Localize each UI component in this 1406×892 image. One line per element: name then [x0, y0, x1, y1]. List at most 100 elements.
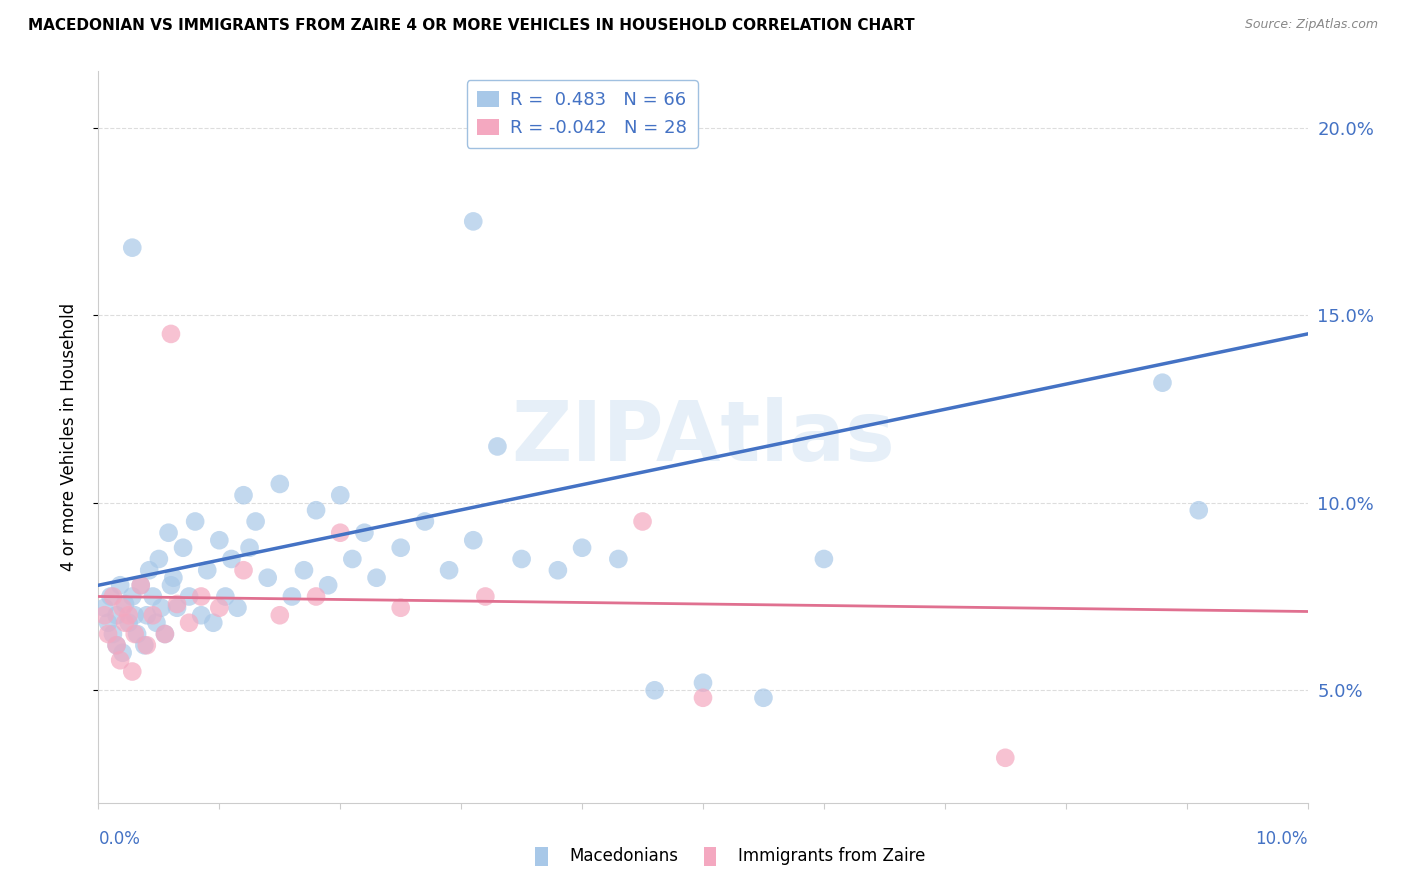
Point	[190, 590, 212, 604]
Point	[342, 552, 364, 566]
Point	[631, 515, 654, 529]
Point	[256, 571, 278, 585]
Point	[100, 590, 122, 604]
Point	[226, 600, 249, 615]
Point	[105, 638, 128, 652]
Point	[269, 608, 291, 623]
Point	[93, 608, 115, 623]
Point	[114, 597, 136, 611]
Point	[142, 590, 165, 604]
Point	[105, 608, 128, 623]
Point	[160, 578, 183, 592]
Point	[105, 638, 128, 652]
Point	[145, 615, 167, 630]
Point	[208, 600, 231, 615]
Point	[474, 590, 496, 604]
Point	[607, 552, 630, 566]
Point	[101, 627, 124, 641]
Point	[97, 615, 120, 630]
Text: Macedonians: Macedonians	[569, 847, 679, 865]
Point	[121, 241, 143, 255]
Point	[316, 578, 339, 592]
Point	[245, 515, 267, 529]
Point	[437, 563, 460, 577]
Point	[1188, 503, 1211, 517]
Point	[114, 615, 136, 630]
Point	[124, 627, 146, 641]
Point	[214, 590, 236, 604]
Point	[510, 552, 533, 566]
Point	[305, 590, 328, 604]
Point	[179, 615, 201, 630]
Point	[153, 627, 176, 641]
Text: MACEDONIAN VS IMMIGRANTS FROM ZAIRE 4 OR MORE VEHICLES IN HOUSEHOLD CORRELATION : MACEDONIAN VS IMMIGRANTS FROM ZAIRE 4 OR…	[28, 18, 915, 33]
Point	[221, 552, 243, 566]
Text: ZIPAtlas: ZIPAtlas	[510, 397, 896, 477]
Point	[129, 578, 152, 592]
Point	[172, 541, 194, 555]
Point	[97, 627, 120, 641]
Point	[93, 600, 115, 615]
Point	[281, 590, 304, 604]
Point	[162, 571, 184, 585]
Point	[129, 578, 152, 592]
Point	[353, 525, 375, 540]
Point	[232, 563, 254, 577]
Point	[208, 533, 231, 548]
Point	[184, 515, 207, 529]
Point	[547, 563, 569, 577]
Point	[135, 638, 157, 652]
Legend: R =  0.483   N = 66, R = -0.042   N = 28: R = 0.483 N = 66, R = -0.042 N = 28	[467, 80, 697, 147]
Point	[692, 690, 714, 705]
Point	[486, 440, 509, 454]
Point	[157, 525, 180, 540]
Point	[413, 515, 436, 529]
Point	[329, 488, 352, 502]
Point	[389, 541, 412, 555]
Point	[994, 751, 1017, 765]
Point	[101, 590, 124, 604]
Point	[269, 477, 291, 491]
Point	[305, 503, 328, 517]
Point	[142, 608, 165, 623]
Point	[111, 600, 134, 615]
Point	[644, 683, 666, 698]
Point	[138, 563, 160, 577]
Point	[463, 533, 485, 548]
Point	[121, 665, 143, 679]
Point	[148, 552, 170, 566]
Text: Source: ZipAtlas.com: Source: ZipAtlas.com	[1244, 18, 1378, 31]
Point	[150, 600, 173, 615]
Point	[124, 608, 146, 623]
Point	[366, 571, 388, 585]
Y-axis label: 4 or more Vehicles in Household: 4 or more Vehicles in Household	[59, 303, 77, 571]
Point	[153, 627, 176, 641]
Point	[571, 541, 593, 555]
Point	[202, 615, 225, 630]
Text: Immigrants from Zaire: Immigrants from Zaire	[738, 847, 925, 865]
Point	[127, 627, 149, 641]
Point	[134, 638, 156, 652]
Point	[111, 646, 134, 660]
Point	[135, 608, 157, 623]
Point	[118, 615, 141, 630]
Text: 0.0%: 0.0%	[98, 830, 141, 848]
Point	[292, 563, 315, 577]
Point	[190, 608, 212, 623]
Point	[195, 563, 218, 577]
Point	[463, 214, 485, 228]
Point	[1152, 376, 1174, 390]
Point	[166, 597, 188, 611]
Point	[329, 525, 352, 540]
Point	[752, 690, 775, 705]
Point	[232, 488, 254, 502]
Point	[108, 653, 131, 667]
Point	[239, 541, 262, 555]
Point	[118, 608, 141, 623]
Point	[389, 600, 412, 615]
Point	[813, 552, 835, 566]
Point	[121, 590, 143, 604]
Text: 10.0%: 10.0%	[1256, 830, 1308, 848]
Point	[179, 590, 201, 604]
Point	[692, 675, 714, 690]
